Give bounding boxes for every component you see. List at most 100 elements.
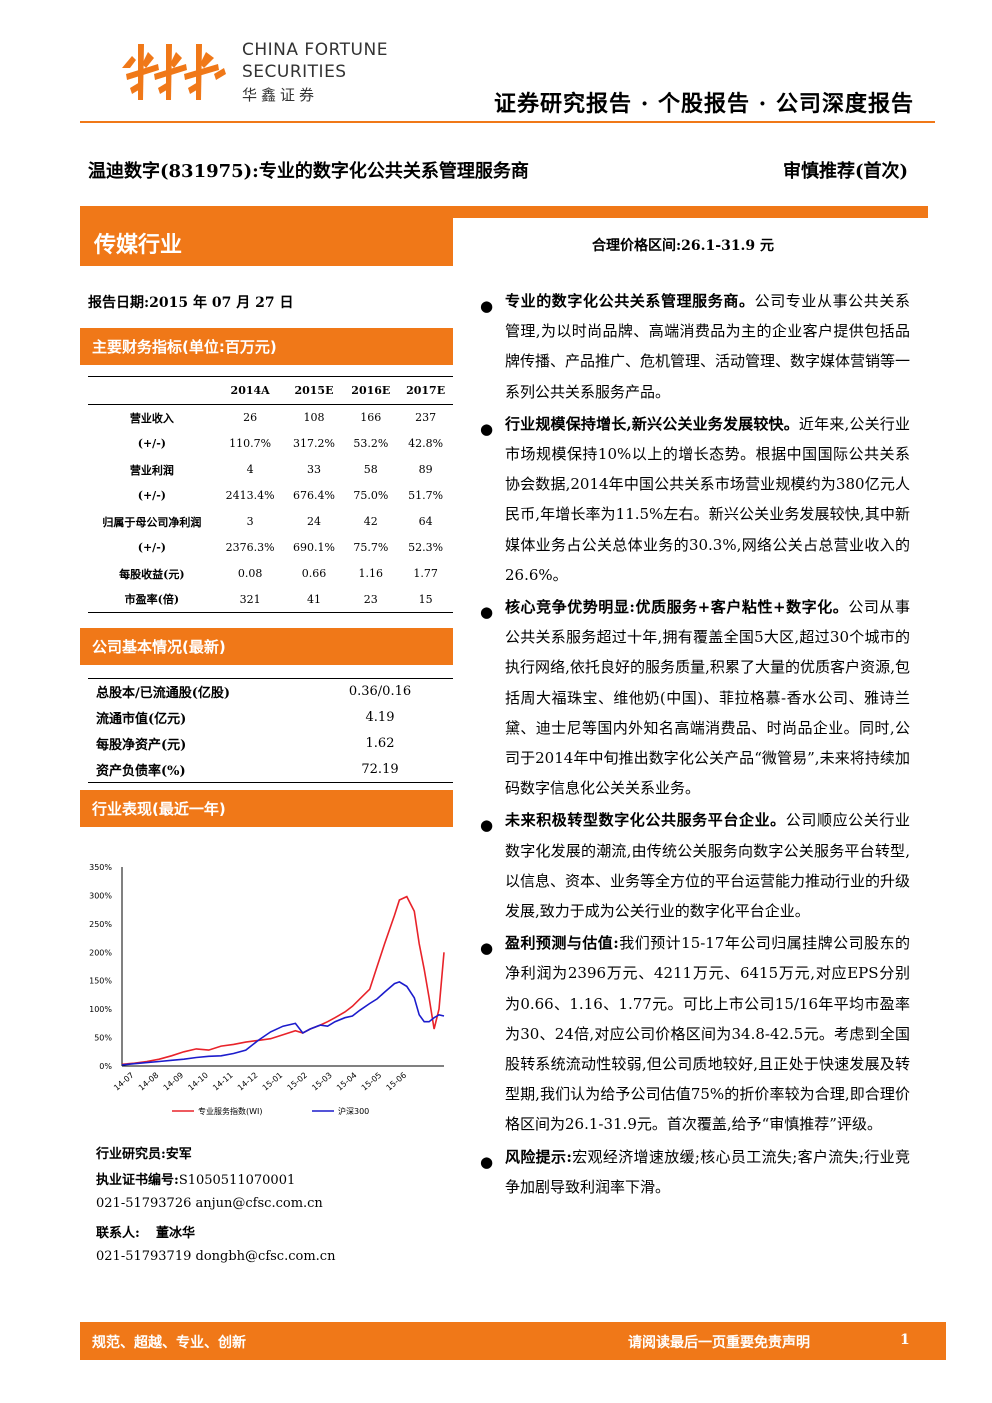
- table-cell: 2413.4%: [225, 489, 275, 502]
- table-row: (+/-) 2413.4% 676.4% 75.0% 51.7%: [88, 483, 453, 509]
- y-tick-label: 200%: [89, 948, 112, 957]
- table-cell: 53.2%: [353, 437, 389, 450]
- row-label: 每股收益(元): [119, 567, 185, 581]
- table-row: 流通市值(亿元) 4.19: [88, 705, 453, 731]
- row-label: (+/-): [137, 437, 166, 450]
- analyst-license: 执业证书编号:S1050511070001: [96, 1169, 295, 1188]
- y-tick-label: 300%: [89, 891, 112, 900]
- y-tick-label: 350%: [89, 863, 112, 872]
- table-cell: 690.1%: [292, 541, 335, 554]
- table-row: 归属于母公司净利润 3 24 42 64: [88, 509, 453, 535]
- table-cell: 321: [215, 586, 285, 613]
- legend-label: 专业服务指数(WI): [198, 1106, 263, 1116]
- x-tick-label: 15-06: [385, 1071, 409, 1093]
- bullet-icon: ●: [480, 1152, 494, 1171]
- brand-name-en-line2: SECURITIES: [242, 62, 347, 82]
- list-item: ● 盈利预测与估值:我们预计15-17年公司归属挂牌公司股东的净利润为2396万元…: [478, 928, 910, 1139]
- report-date: 报告日期:2015 年 07 月 27 日: [88, 295, 294, 311]
- bullet-icon: ●: [480, 816, 494, 835]
- table-cell: 41: [284, 586, 344, 613]
- bullet-body: 公司顺应公关行业数字化发展的潮流,由传统公关服务向数字公关服务平台转型,以信息、…: [505, 811, 911, 921]
- x-tick-label: 15-02: [285, 1071, 309, 1093]
- y-tick-label: 50%: [94, 1034, 112, 1043]
- table-cell: 42: [363, 515, 378, 528]
- table-cell: 0.66: [301, 567, 327, 580]
- table-cell: 51.7%: [408, 489, 444, 502]
- y-tick-label: 250%: [89, 920, 112, 929]
- x-tick-label: 14-07: [112, 1071, 136, 1093]
- list-item: ● 未来积极转型数字化公共服务平台企业。公司顺应公关行业数字化发展的潮流,由传统公…: [478, 805, 910, 926]
- bullet-body: 公司从事公共关系服务超过十年,拥有覆盖全国5大区,超过30个城市的执行网络,依托…: [505, 598, 910, 798]
- analyst-contact: 021-51793726 anjun@cfsc.com.cn: [96, 1196, 323, 1211]
- table-cell: 1.77: [413, 567, 438, 580]
- company-logo: [122, 44, 226, 100]
- bullet-icon: ●: [480, 939, 494, 958]
- industry-box: [80, 218, 453, 266]
- list-item: ● 风险提示:宏观经济增速放缓;核心员工流失;客户流失;行业竞争加剧导致利润率下滑…: [478, 1142, 910, 1202]
- table-cell: 110.7%: [229, 437, 272, 450]
- table-cell: 3: [246, 515, 254, 528]
- table-cell: 2376.3%: [225, 541, 275, 554]
- header-divider: [80, 121, 935, 123]
- table-cell: 75.0%: [353, 489, 389, 502]
- x-tick-label: 15-04: [335, 1071, 359, 1093]
- financial-heading: 主要财务指标(单位:百万元): [80, 328, 453, 365]
- column-header: 2015E: [284, 376, 344, 405]
- table-cell: 26: [243, 411, 258, 425]
- table-cell: 4: [246, 463, 254, 476]
- table-cell: 33: [306, 463, 321, 476]
- table-cell: 15: [398, 586, 453, 613]
- table-cell: 58: [363, 463, 378, 476]
- bullet-body: 宏观经济增速放缓;核心员工流失;客户流失;行业竞争加剧导致利润率下滑。: [505, 1147, 910, 1196]
- brand-name-cn: 华鑫证券: [242, 86, 319, 104]
- table-row: (+/-) 2376.3% 690.1% 75.7% 52.3%: [88, 535, 453, 561]
- table-row: 营业收入 26 108 166 237: [88, 405, 453, 431]
- y-tick-label: 150%: [89, 977, 112, 986]
- bullet-title: 未来积极转型数字化公共服务平台企业。: [505, 811, 786, 830]
- license-label: 执业证书编号:: [96, 1173, 179, 1188]
- footer-disclaimer: 请阅读最后一页重要免责声明: [628, 1335, 810, 1351]
- table-row: 市盈率(倍) 321 41 23 15: [88, 586, 453, 613]
- table-cell: 0.08: [237, 567, 263, 580]
- column-header: [88, 376, 216, 405]
- x-tick-label: 14-08: [137, 1071, 161, 1093]
- report-type: 证券研究报告 · 个股报告 · 公司深度报告: [494, 91, 914, 117]
- table-row: 营业利润 4 33 58 89: [88, 457, 453, 483]
- rating: 审慎推荐(首次): [782, 161, 908, 182]
- table-cell: 42.8%: [408, 437, 444, 450]
- row-label: (+/-): [137, 541, 166, 554]
- x-tick-label: 15-05: [360, 1071, 384, 1093]
- table-cell: 4.19: [365, 710, 395, 725]
- industry-label: 传媒行业: [94, 233, 183, 258]
- x-tick-label: 14-10: [186, 1071, 210, 1093]
- x-tick-label: 15-01: [261, 1071, 285, 1093]
- contact-label: 联系人:: [96, 1226, 140, 1241]
- table-cell: 23: [343, 586, 399, 613]
- table-cell: 64: [418, 515, 433, 528]
- y-tick-label: 100%: [89, 1005, 112, 1014]
- bullet-title: 盈利预测与估值:: [505, 934, 619, 953]
- table-cell: 0.36/0.16: [307, 678, 453, 705]
- row-label: (+/-): [137, 489, 166, 502]
- bullet-icon: ●: [480, 603, 494, 622]
- analyst-name: 行业研究员:安军: [96, 1147, 192, 1162]
- table-cell: 72.19: [307, 756, 453, 783]
- legend-label: 沪深300: [338, 1106, 369, 1116]
- bullet-body: 公司专业从事公共关系管理,为以时尚品牌、高端消费品为主的企业客户提供包括品牌传播…: [505, 292, 911, 401]
- row-label: 营业利润: [129, 463, 174, 477]
- contact-name: 董冰华: [155, 1226, 195, 1241]
- bullet-icon: ●: [480, 419, 494, 438]
- row-label: 归属于母公司净利润: [102, 515, 202, 529]
- row-label: 每股净资产(元): [96, 738, 187, 753]
- bullet-body: 我们预计15-17年公司归属挂牌公司股东的净利润为2396万元、4211万元、6…: [505, 934, 910, 1134]
- bullet-title: 专业的数字化公共关系管理服务商。: [505, 292, 755, 310]
- series-line: [121, 981, 445, 1066]
- series-line: [121, 895, 445, 1066]
- list-item: ● 核心竞争优势明显:优质服务+客户粘性+数字化。公司从事公共关系服务超过十年,拥…: [478, 592, 910, 803]
- page-number: 1: [900, 1332, 910, 1348]
- table-cell: 52.3%: [408, 541, 444, 554]
- contact-person: 联系人: 董冰华: [96, 1222, 195, 1241]
- table-row: 每股收益(元) 0.08 0.66 1.16 1.77: [88, 561, 453, 587]
- table-cell: 676.4%: [292, 489, 335, 502]
- table-cell: 1.16: [358, 567, 384, 580]
